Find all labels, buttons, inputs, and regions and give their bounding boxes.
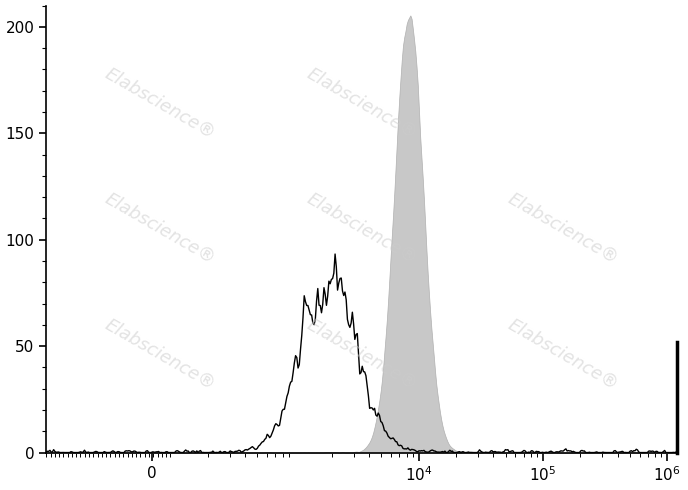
Text: Elabscience®: Elabscience® [101,65,218,143]
Text: Elabscience®: Elabscience® [505,315,622,393]
Text: Elabscience®: Elabscience® [303,65,420,143]
Text: Elabscience®: Elabscience® [303,190,420,268]
Text: Elabscience®: Elabscience® [505,190,622,268]
Text: Elabscience®: Elabscience® [101,315,218,393]
Text: Elabscience®: Elabscience® [303,315,420,393]
Text: Elabscience®: Elabscience® [101,190,218,268]
